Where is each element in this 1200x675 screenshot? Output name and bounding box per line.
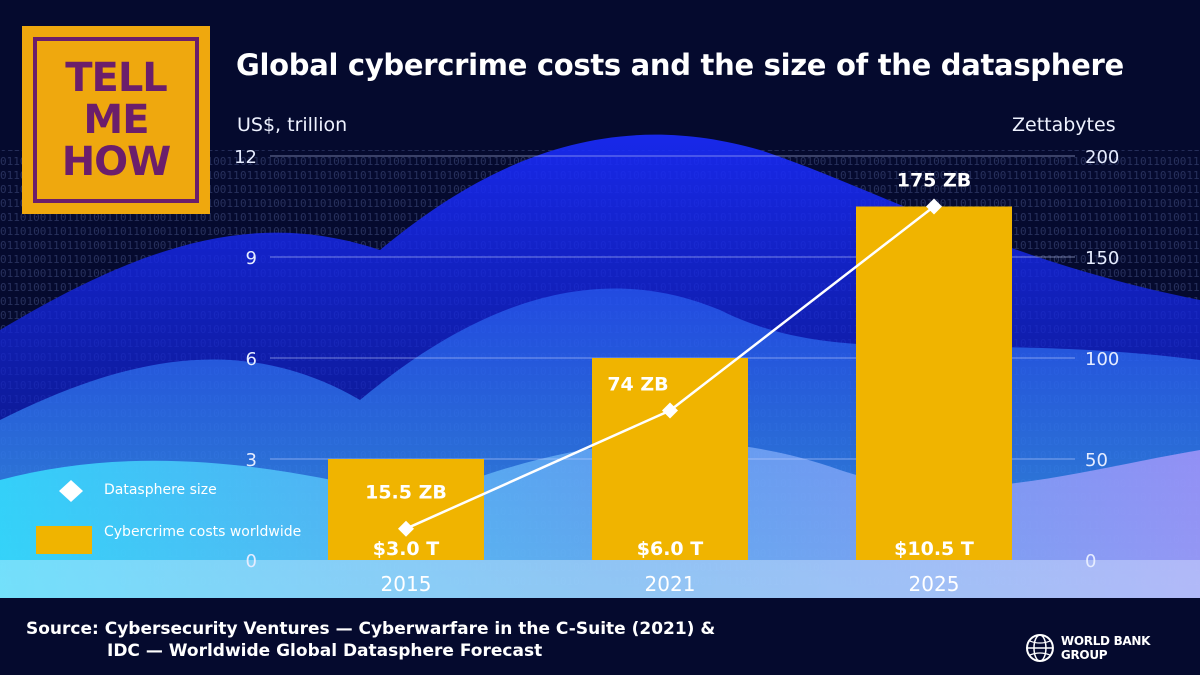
category-label: 2021 [645,572,696,596]
right-axis-ticks: 0 50 100 150 200 [1085,147,1119,572]
bar [328,459,484,560]
bar [856,206,1012,560]
source-note: Source: Cybersecurity Ventures — Cyberwa… [26,618,715,662]
left-tick-label: 6 [246,349,257,370]
right-axis-title: Zettabytes [1012,114,1116,136]
line-value-label: 175 ZB [897,170,972,192]
bar-value-label: $10.5 T [894,538,974,560]
legend-line-label: Datasphere size [104,482,217,498]
bar [592,358,748,560]
left-tick-label: 0 [246,551,257,572]
right-tick-label: 0 [1085,551,1096,572]
right-tick-label: 50 [1085,450,1108,471]
left-tick-label: 12 [234,147,257,168]
left-tick-label: 9 [246,248,257,269]
category-label: 2015 [381,572,432,596]
left-axis-title: US$, trillion [237,114,348,136]
brand-name: WORLD BANK GROUP [1060,634,1151,662]
chart-title: Global cybercrime costs and the size of … [236,48,1124,82]
right-tick-label: 100 [1085,349,1119,370]
source-line-2: IDC — Worldwide Global Datasphere Foreca… [107,641,543,661]
source-line-1: Source: Cybersecurity Ventures — Cyberwa… [26,619,716,639]
right-tick-label: 200 [1085,147,1119,168]
left-axis-ticks: 0 3 6 9 12 [234,147,257,572]
legend-bar-label: Cybercrime costs worldwide [104,524,302,540]
logo-frame: TELL ME HOW [33,37,199,203]
globe-icon [1025,634,1054,662]
category-labels: 2015 2021 2025 [381,572,960,596]
datasphere-point [926,198,942,215]
logo-line-2: ME [83,97,149,143]
bar-value-label: $3.0 T [373,538,439,560]
line-value-label: 15.5 ZB [365,482,447,504]
value-labels: $3.0 T $6.0 T $10.5 T 15.5 ZB 74 ZB 175 ZB [365,170,974,561]
bar-swatch-icon [36,526,92,554]
left-tick-label: 3 [246,450,257,471]
bars [328,206,1012,560]
logo-line-3: HOW [61,139,172,185]
tell-me-how-logo: TELL ME HOW [22,26,210,214]
bar-value-label: $6.0 T [637,538,703,560]
right-tick-label: 150 [1085,248,1119,269]
datasphere-line [398,198,942,537]
line-value-label: 74 ZB [607,374,668,396]
datasphere-point [662,402,678,419]
datasphere-point [398,520,414,537]
logo-line-1: TELL [65,55,168,101]
diamond-marker-icon [59,480,83,502]
category-label: 2025 [909,572,960,596]
world-bank-group-logo: WORLD BANK GROUP [1025,633,1200,663]
